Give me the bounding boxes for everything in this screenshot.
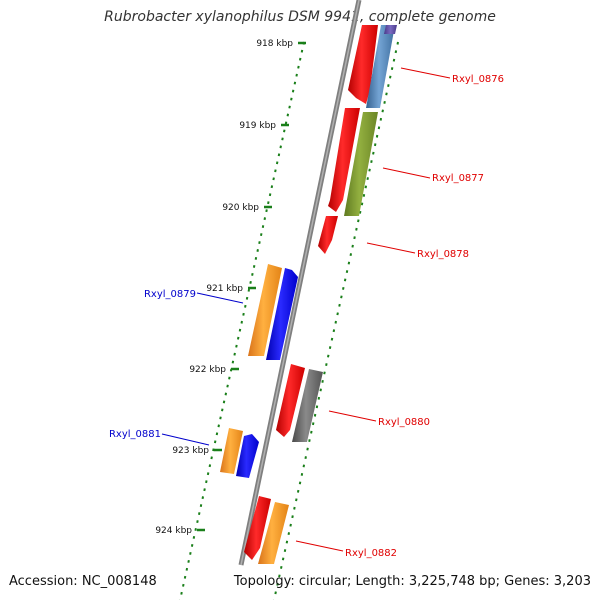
gene-callout-line bbox=[401, 68, 450, 78]
gene-callout-line bbox=[296, 541, 343, 551]
cds-features bbox=[220, 25, 397, 564]
gene-label-rxyl-0877[interactable]: Rxyl_0877 bbox=[432, 173, 484, 184]
gene-callout-line bbox=[329, 411, 376, 421]
scale-tick-label: 924 kbp bbox=[155, 526, 192, 536]
genome-summary: Topology: circular; Length: 3,225,748 bp… bbox=[234, 574, 591, 589]
gene-callout-line bbox=[367, 243, 415, 253]
gene-label-rxyl-0878[interactable]: Rxyl_0878 bbox=[417, 249, 469, 260]
gene-label-rxyl-0876[interactable]: Rxyl_0876 bbox=[452, 74, 504, 85]
gene-callout-line bbox=[197, 293, 243, 303]
accession-label: Accession: NC_008148 bbox=[9, 574, 157, 589]
gene-callout-line bbox=[383, 168, 430, 178]
cds-forward-top-edge bbox=[384, 25, 397, 34]
scale-tick-label: 922 kbp bbox=[189, 365, 226, 375]
scale-tick-label: 923 kbp bbox=[172, 446, 209, 456]
genome-map: 918 kbp 919 kbp 920 kbp 921 kbp 922 kbp 923 k… bbox=[0, 0, 600, 600]
gene-label-rxyl-0882[interactable]: Rxyl_0882 bbox=[345, 548, 397, 559]
gene-label-rxyl-0879[interactable]: Rxyl_0879 bbox=[144, 289, 196, 300]
gene-label-rxyl-0880[interactable]: Rxyl_0880 bbox=[378, 417, 430, 428]
cds-forward-rxyl-0878[interactable] bbox=[318, 216, 338, 254]
scale-tick-label: 921 kbp bbox=[206, 284, 243, 294]
scale-tick-label: 919 kbp bbox=[239, 121, 276, 131]
gene-callout-line bbox=[162, 434, 209, 445]
scale-tick-label: 918 kbp bbox=[256, 39, 293, 49]
gene-label-rxyl-0881[interactable]: Rxyl_0881 bbox=[109, 429, 161, 440]
scale-tick-label: 920 kbp bbox=[222, 203, 259, 213]
